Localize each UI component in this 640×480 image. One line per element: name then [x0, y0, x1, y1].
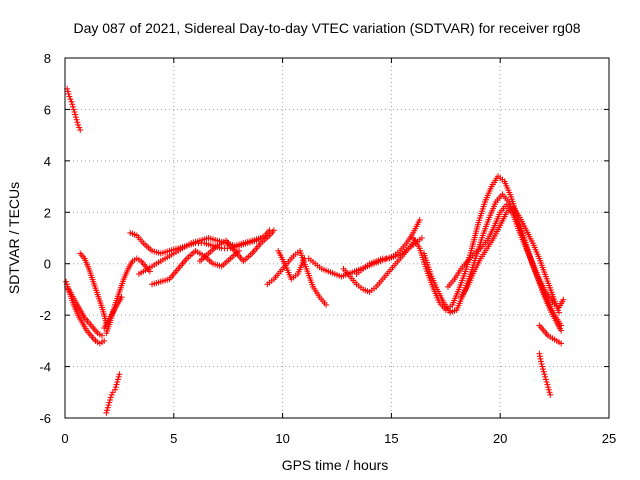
data-point-fill: [538, 358, 544, 365]
y-tick-label: 4: [44, 154, 51, 169]
data-point-fill: [67, 96, 74, 103]
data-point-fill: [73, 116, 80, 123]
data-point: [116, 371, 123, 378]
data-point: [536, 350, 543, 357]
data-point-fill: [115, 373, 122, 380]
data-point: [105, 402, 112, 409]
data-point: [558, 340, 565, 347]
data-point-fill: [108, 391, 115, 398]
data-point-fill: [65, 91, 72, 97]
data-point-fill: [76, 124, 83, 131]
data-point-fill: [69, 101, 76, 108]
chart-title: Day 087 of 2021, Sidereal Day-to-day VTE…: [73, 20, 580, 36]
data-point: [547, 391, 554, 398]
data-point: [98, 332, 105, 339]
data-point: [545, 384, 552, 391]
data-point-fill: [539, 363, 546, 370]
data-point: [555, 309, 562, 316]
y-tick-label: 2: [44, 205, 51, 220]
data-point: [558, 322, 565, 329]
data-point-fill: [74, 119, 81, 126]
data-point-fill: [113, 381, 120, 388]
x-tick-label: 25: [602, 431, 616, 446]
data-point: [118, 294, 125, 301]
data-point: [70, 106, 77, 113]
data-point: [270, 227, 277, 234]
data-point-fill: [545, 386, 552, 393]
data-point: [75, 121, 82, 128]
data-point-fill: [112, 384, 119, 391]
data-point: [101, 337, 108, 344]
data-point: [323, 301, 330, 308]
data-point: [72, 114, 79, 121]
data-point-fill: [114, 376, 121, 383]
data-point-fill: [64, 88, 71, 95]
data-point: [418, 235, 425, 241]
data-points: [63, 85, 567, 416]
data-point-fill: [544, 381, 551, 388]
data-point: [77, 127, 84, 133]
y-tick-label: 8: [44, 51, 51, 66]
data-point-fill: [72, 111, 79, 118]
y-tick-label: -4: [39, 360, 51, 375]
data-point: [114, 379, 121, 385]
x-tick-label: 15: [384, 431, 398, 446]
data-point: [66, 93, 73, 100]
data-point: [560, 296, 567, 303]
y-tick-label: 6: [44, 102, 51, 117]
data-point: [107, 394, 114, 401]
x-tick-label: 5: [170, 431, 177, 446]
data-point-fill: [542, 373, 549, 380]
data-point: [416, 217, 423, 223]
data-point-fill: [539, 366, 546, 373]
data-point: [542, 376, 549, 383]
data-point-fill: [546, 389, 553, 396]
data-point-fill: [106, 399, 113, 406]
axis-ticks: 0 5 10 15 20 25 -6 -4 -2 0 2 4 6 8: [39, 51, 616, 446]
data-point-fill: [71, 109, 78, 115]
grid: [65, 58, 609, 418]
x-tick-label: 10: [275, 431, 289, 446]
data-point: [63, 278, 70, 285]
data-point-fill: [541, 371, 548, 378]
data-point-fill: [69, 103, 76, 110]
data-point-fill: [543, 379, 550, 385]
data-point-fill: [106, 397, 113, 403]
data-point-fill: [536, 353, 543, 360]
data-point: [68, 98, 75, 105]
data-point: [103, 409, 110, 416]
data-point: [538, 361, 545, 367]
data-point-fill: [104, 404, 111, 411]
plot-frame: [64, 57, 610, 419]
data-point: [112, 386, 119, 393]
data-point: [558, 327, 565, 334]
data-point-fill: [537, 355, 544, 362]
y-tick-label: 0: [44, 257, 51, 272]
y-axis-label: SDTVAR / TECUs: [6, 182, 22, 294]
x-tick-label: 20: [493, 431, 507, 446]
x-tick-label: 0: [61, 431, 68, 446]
data-point: [257, 235, 264, 241]
y-tick-label: -2: [39, 308, 51, 323]
y-tick-label: -6: [39, 411, 51, 426]
data-point: [540, 368, 547, 375]
data-point-fill: [104, 407, 111, 414]
x-axis-label: GPS time / hours: [282, 457, 389, 473]
